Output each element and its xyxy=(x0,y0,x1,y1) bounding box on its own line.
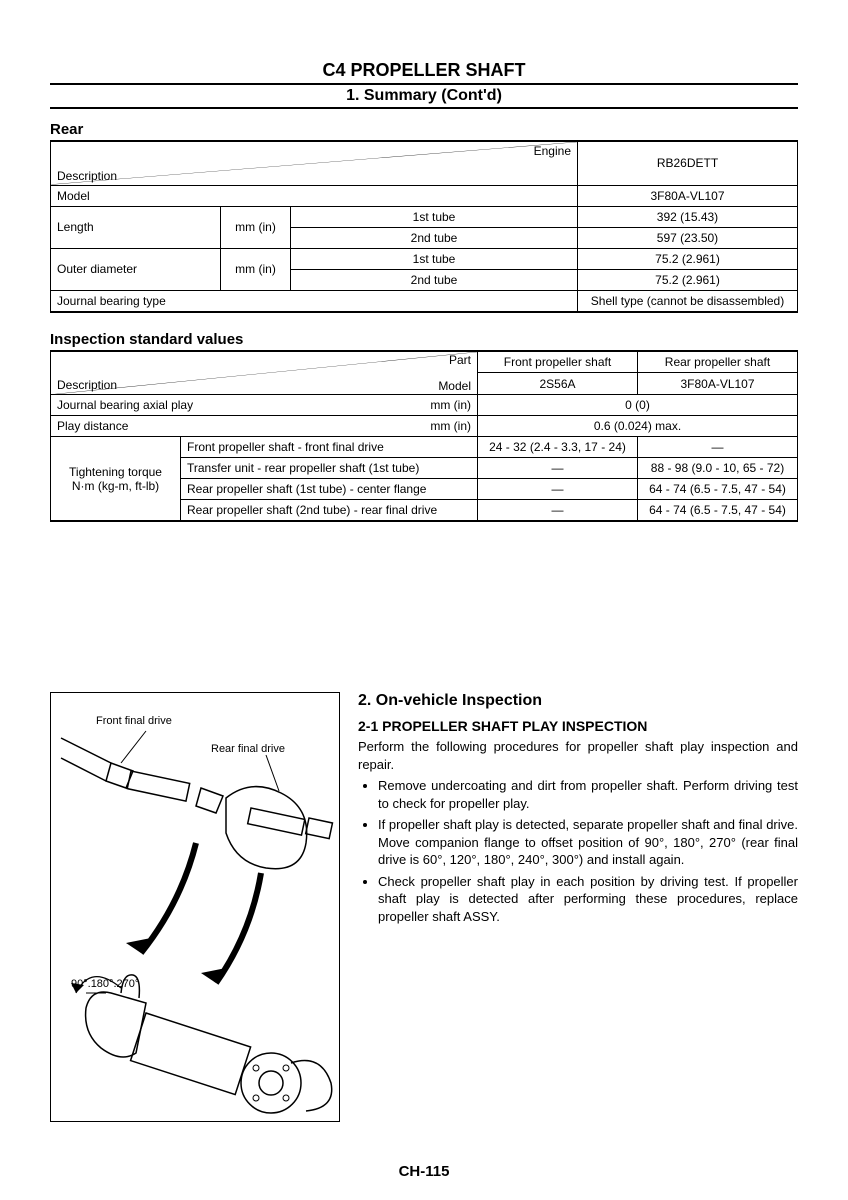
insp-row2-front: — xyxy=(478,479,638,500)
diagram-label-angles: 90°.180°.270° xyxy=(71,978,139,990)
insp-col-front: Front propeller shaft xyxy=(478,351,638,373)
rear-diag-top: Engine xyxy=(534,144,571,158)
section2-sub-heading: 2-1 PROPELLER SHAFT PLAY INSPECTION xyxy=(358,718,798,734)
rear-length-label: Length xyxy=(51,206,221,248)
rear-tube2-label: 2nd tube xyxy=(291,227,578,248)
rear-engine-value: RB26DETT xyxy=(578,141,798,185)
rear-journal-value: Shell type (cannot be disassembled) xyxy=(578,290,798,312)
diagram-label-rear: Rear final drive xyxy=(211,743,285,755)
main-title: C4 PROPELLER SHAFT xyxy=(50,60,798,81)
page-number: CH-115 xyxy=(0,1163,848,1180)
section2-heading: 2. On-vehicle Inspection xyxy=(358,692,798,710)
rear-outer-label: Outer diameter xyxy=(51,248,221,290)
insp-model-front: 2S56A xyxy=(478,373,638,395)
rule-top xyxy=(50,83,798,85)
rear-outer-tube2-label: 2nd tube xyxy=(291,269,578,290)
insp-diag-top: Part xyxy=(449,353,471,367)
insp-row3-front: — xyxy=(478,500,638,522)
insp-torque-label: Tightening torque xyxy=(69,465,162,479)
insp-row3-desc: Rear propeller shaft (2nd tube) - rear f… xyxy=(181,500,478,522)
rule-under-sub xyxy=(50,107,798,109)
insp-col-rear: Rear propeller shaft xyxy=(638,351,798,373)
rear-table: Engine Description RB26DETT Model 3F80A-… xyxy=(50,140,798,313)
rear-label: Rear xyxy=(50,121,798,138)
insp-axial-unit: mm (in) xyxy=(430,398,471,412)
rear-diag-bot: Description xyxy=(57,169,117,183)
insp-axial-label: Journal bearing axial play xyxy=(57,398,193,412)
insp-row1-front: — xyxy=(478,458,638,479)
rear-model-label: Model xyxy=(51,185,578,206)
diagram-svg xyxy=(51,693,341,1123)
rear-outer-unit: mm (in) xyxy=(221,248,291,290)
insp-row2-rear: 64 - 74 (6.5 - 7.5, 47 - 54) xyxy=(638,479,798,500)
text-column: 2. On-vehicle Inspection 2-1 PROPELLER S… xyxy=(358,692,798,1122)
bullet-0: Remove undercoating and dirt from propel… xyxy=(378,777,798,812)
insp-play-label: Play distance xyxy=(57,419,128,433)
sub-title: 1. Summary (Cont'd) xyxy=(50,87,798,105)
rear-journal-label: Journal bearing type xyxy=(51,290,578,312)
rear-model-value: 3F80A-VL107 xyxy=(578,185,798,206)
insp-row0-rear: — xyxy=(638,437,798,458)
bullet-list: Remove undercoating and dirt from propel… xyxy=(358,777,798,925)
rear-tube1-label: 1st tube xyxy=(291,206,578,227)
insp-play-value: 0.6 (0.024) max. xyxy=(478,416,798,437)
insp-torque-unit: N·m (kg-m, ft-lb) xyxy=(72,479,159,493)
insp-row1-rear: 88 - 98 (9.0 - 10, 65 - 72) xyxy=(638,458,798,479)
insp-row1-desc: Transfer unit - rear propeller shaft (1s… xyxy=(181,458,478,479)
rear-length-unit: mm (in) xyxy=(221,206,291,248)
insp-row0-front: 24 - 32 (2.4 - 3.3, 17 - 24) xyxy=(478,437,638,458)
diagram-label-front: Front final drive xyxy=(96,715,172,727)
insp-diag-bot: Description xyxy=(57,378,117,392)
insp-model-lbl: Model xyxy=(438,379,471,393)
inspection-title: Inspection standard values xyxy=(50,331,798,348)
rear-outer-tube1-label: 1st tube xyxy=(291,248,578,269)
section2-intro: Perform the following procedures for pro… xyxy=(358,738,798,773)
diagram-box: Front final drive Rear final drive 90°.1… xyxy=(50,692,340,1122)
rear-length-tube1: 392 (15.43) xyxy=(578,206,798,227)
rear-length-tube2: 597 (23.50) xyxy=(578,227,798,248)
inspection-table: Part Model Description Front propeller s… xyxy=(50,350,798,523)
bullet-2: Check propeller shaft play in each posit… xyxy=(378,873,798,926)
insp-row0-desc: Front propeller shaft - front final driv… xyxy=(181,437,478,458)
insp-model-rear: 3F80A-VL107 xyxy=(638,373,798,395)
insp-row3-rear: 64 - 74 (6.5 - 7.5, 47 - 54) xyxy=(638,500,798,522)
rear-outer-tube2: 75.2 (2.961) xyxy=(578,269,798,290)
rear-outer-tube1: 75.2 (2.961) xyxy=(578,248,798,269)
bullet-1: If propeller shaft play is detected, sep… xyxy=(378,816,798,869)
insp-play-unit: mm (in) xyxy=(430,419,471,433)
insp-row2-desc: Rear propeller shaft (1st tube) - center… xyxy=(181,479,478,500)
insp-axial-value: 0 (0) xyxy=(478,395,798,416)
